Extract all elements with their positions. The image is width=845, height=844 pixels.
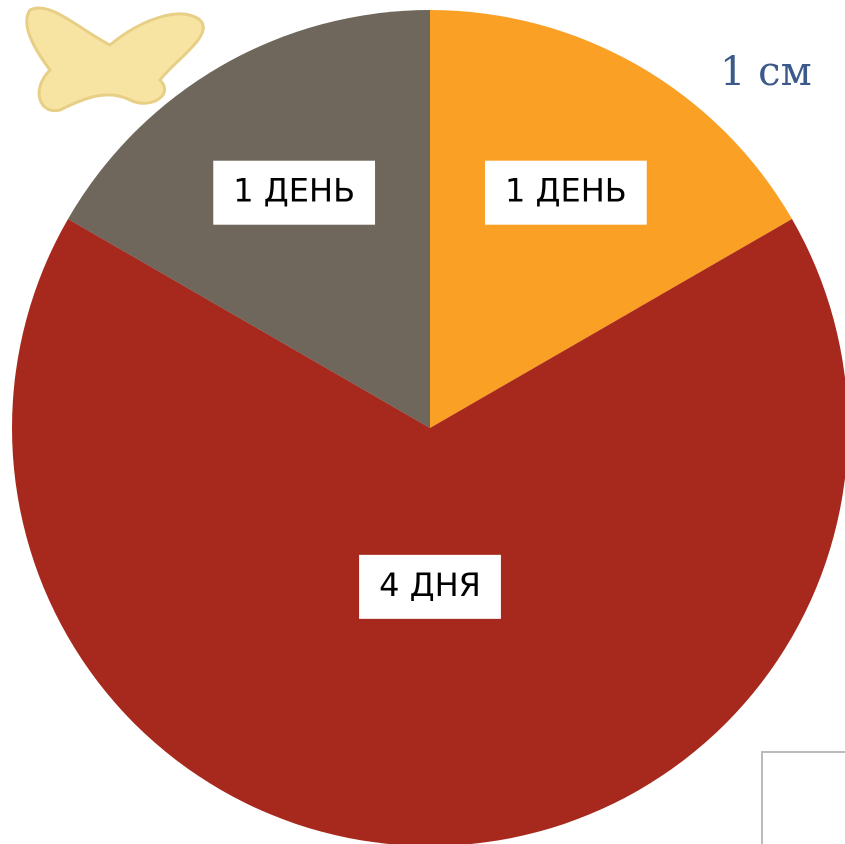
data-label: 4 ДНЯ — [379, 566, 481, 604]
label-box — [484, 160, 647, 225]
decoration — [25, 6, 205, 113]
frame — [761, 751, 845, 844]
data-label: 1 ДЕНЬ — [505, 172, 627, 210]
data-label: 1 ДЕНЬ — [233, 172, 355, 210]
annotation: 1 см — [720, 49, 812, 95]
pie: 1 ДЕНЬ 4 ДНЯ 1 ДЕНЬ — [12, 10, 845, 844]
pie-slice — [12, 219, 845, 844]
label-box — [213, 160, 376, 225]
label-box — [359, 554, 501, 619]
